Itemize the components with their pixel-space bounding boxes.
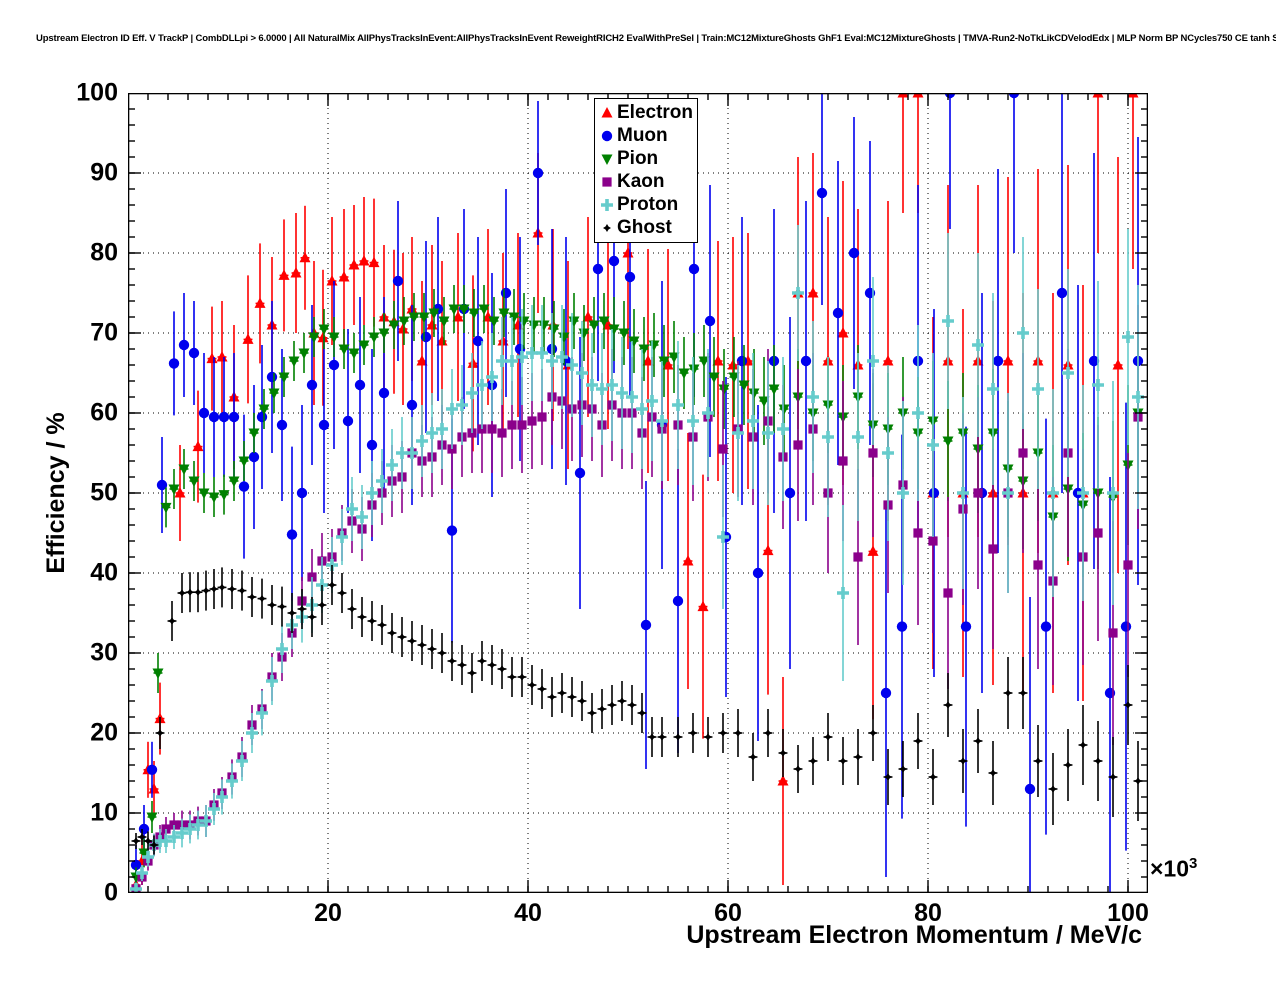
x-exponent-power: 3 <box>1189 855 1198 872</box>
y-tick-label: 30 <box>90 638 118 667</box>
y-tick-label: 0 <box>104 878 118 907</box>
y-tick-label: 10 <box>90 798 118 827</box>
axis-layer <box>128 93 1148 893</box>
dot-icon <box>598 219 616 237</box>
page-title: Upstream Electron ID Eff. V TrackP | Com… <box>36 33 1276 44</box>
square-icon <box>598 173 616 191</box>
legend-entry-kaon[interactable]: Kaon <box>598 170 694 193</box>
x-exponent-base: ×10 <box>1150 855 1190 882</box>
errorbars-proton <box>131 225 1143 893</box>
legend: Electron Muon Pion Kaon Proton Ghost <box>594 98 698 243</box>
legend-entry-ghost[interactable]: Ghost <box>598 216 694 239</box>
triangle-up-icon <box>598 104 616 122</box>
y-axis-tick-labels: 0 10 20 30 40 50 60 70 80 90 100 <box>56 79 118 907</box>
x-tick-label: 80 <box>914 899 942 927</box>
points-kaon <box>131 392 1143 893</box>
x-tick-label: 20 <box>314 899 342 927</box>
legend-label: Ghost <box>617 217 672 238</box>
legend-entry-electron[interactable]: Electron <box>598 101 694 124</box>
y-tick-label: 90 <box>90 158 118 187</box>
x-tick-label: 40 <box>514 899 542 927</box>
points-ghost <box>132 581 1142 849</box>
y-tick-label: 40 <box>90 558 118 587</box>
x-tick-label: 100 <box>1107 899 1149 927</box>
legend-label: Kaon <box>617 171 665 192</box>
points-pion <box>130 304 1144 883</box>
x-axis-exponent: ×103 <box>1150 855 1197 883</box>
plot-frame: 0 10 20 30 40 50 60 70 80 90 100 20 40 60 80 100 Effic… <box>42 79 1197 950</box>
legend-entry-pion[interactable]: Pion <box>598 147 694 170</box>
x-tick-label: 60 <box>714 899 742 927</box>
legend-entry-muon[interactable]: Muon <box>598 124 694 147</box>
x-axis-title: Upstream Electron Momentum / MeV/c <box>686 921 1142 949</box>
y-tick-label: 70 <box>90 318 118 347</box>
errorbars-kaon <box>131 305 1143 893</box>
data-layer <box>130 93 1144 893</box>
y-tick-label: 100 <box>76 78 118 107</box>
legend-label: Proton <box>617 194 679 215</box>
y-tick-label: 20 <box>90 718 118 747</box>
y-axis-title: Efficiency / % <box>42 412 70 574</box>
legend-label: Electron <box>617 102 694 123</box>
plot-svg <box>128 93 1148 893</box>
y-tick-label: 60 <box>90 398 118 427</box>
circle-icon <box>598 127 616 145</box>
triangle-down-icon <box>598 150 616 168</box>
cross-icon <box>598 196 616 214</box>
legend-entry-proton[interactable]: Proton <box>598 193 694 216</box>
points-proton <box>130 287 1144 893</box>
legend-label: Muon <box>617 125 668 146</box>
x-axis-tick-labels: 20 40 60 80 100 <box>128 899 1149 933</box>
y-tick-label: 50 <box>90 478 118 507</box>
y-tick-label: 80 <box>90 238 118 267</box>
legend-label: Pion <box>617 148 659 169</box>
